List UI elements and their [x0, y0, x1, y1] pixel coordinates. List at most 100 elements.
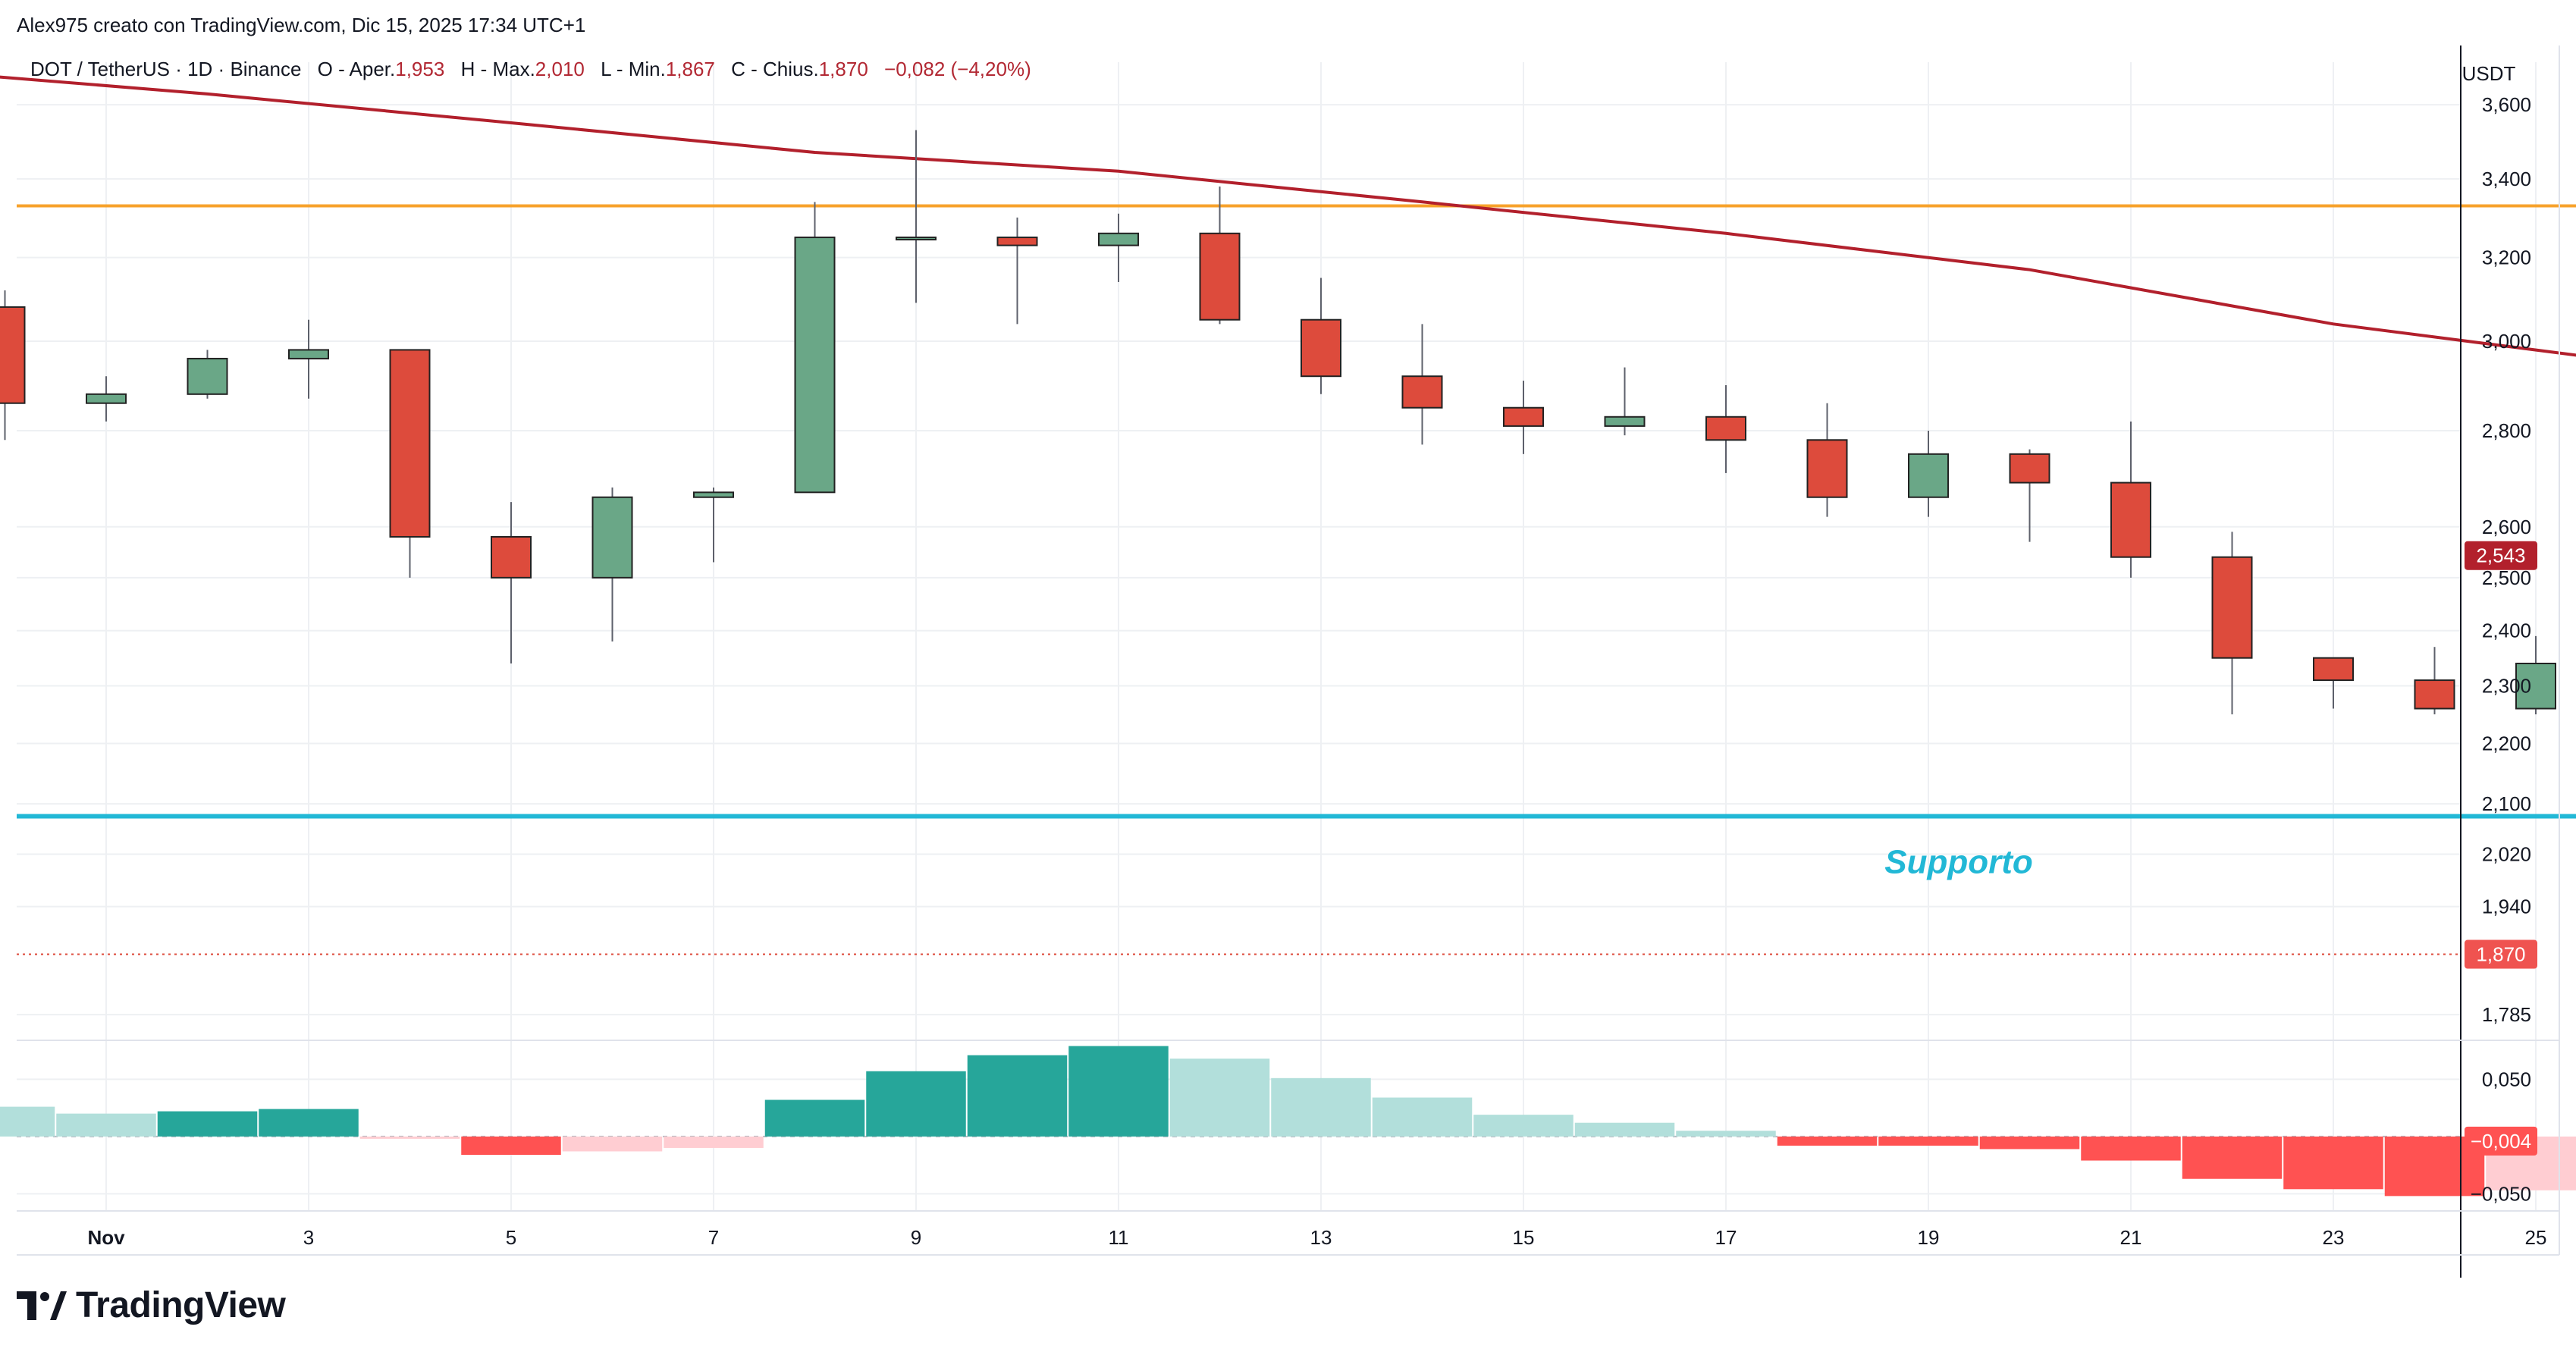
candle-body	[1604, 416, 1646, 427]
x-tick-label: 21	[2120, 1226, 2142, 1249]
grid-layer	[17, 62, 2537, 1211]
candle-body	[2009, 453, 2050, 484]
y-tick-label: 2,200	[2482, 732, 2531, 755]
candle-body	[1098, 232, 1139, 246]
candle-body	[996, 237, 1038, 246]
x-tick-label: 15	[1513, 1226, 1535, 1249]
histogram-bar	[1169, 1059, 1270, 1137]
symbol-legend: DOT / TetherUS · 1D · Binance O - Aper.1…	[30, 58, 1031, 81]
legend-open-value: 1,953	[395, 58, 445, 80]
candle-body	[1503, 406, 1544, 427]
candle-body	[1301, 318, 1341, 378]
histogram-bar	[259, 1109, 359, 1137]
y-tick-label: 2,800	[2482, 419, 2531, 442]
x-tick-label: 9	[911, 1226, 921, 1249]
candle-body	[1401, 375, 1443, 409]
histogram-bar	[562, 1136, 663, 1152]
osc-value-tag-bg	[2465, 1126, 2537, 1156]
y-tick-label: 2,600	[2482, 516, 2531, 538]
candle-body	[2515, 663, 2556, 710]
legend-close-label: C - Chius.	[731, 58, 819, 80]
y-tick-label: 3,200	[2482, 246, 2531, 269]
candle-body	[491, 535, 532, 579]
osc-y-tick-label: −0,050	[2471, 1182, 2531, 1205]
histogram-bar	[664, 1136, 764, 1148]
histogram-bar	[2081, 1136, 2181, 1161]
legend-open-label: O - Aper.	[317, 58, 396, 80]
y-tick-label: 3,600	[2482, 93, 2531, 116]
histogram-bar	[1068, 1046, 1169, 1137]
candle-body	[187, 357, 228, 395]
x-tick-label: 3	[303, 1226, 314, 1249]
legend-change: −0,082 (−4,20%)	[884, 58, 1031, 80]
y-tick-label: 2,300	[2482, 674, 2531, 697]
candle-body	[1199, 232, 1241, 321]
osc-value-tag: −0,004	[2471, 1130, 2531, 1153]
last-price-tag: 1,870	[2476, 943, 2525, 966]
y-tick-label: 3,000	[2482, 330, 2531, 353]
y-tick-label: 2,400	[2482, 619, 2531, 642]
x-tick-label: 11	[1109, 1226, 1129, 1249]
histogram-bar	[1372, 1097, 1473, 1137]
tradingview-logo-icon	[17, 1291, 67, 1320]
tradingview-logo[interactable]: TradingView	[17, 1284, 286, 1326]
legend-low-label: L - Min.	[601, 58, 666, 80]
candle-body	[1705, 416, 1746, 441]
x-tick-label: 13	[1310, 1226, 1332, 1249]
levels-layer: 61,80%Supporto50,00%	[17, 204, 2576, 955]
histogram-bar	[0, 1106, 55, 1137]
histogram-bar	[461, 1136, 561, 1155]
legend-low-value: 1,867	[665, 58, 715, 80]
histogram-bar	[1271, 1077, 1371, 1137]
legend-high-value: 2,010	[535, 58, 585, 80]
histogram-bar	[1676, 1131, 1776, 1137]
y-tick-label: 2,100	[2482, 792, 2531, 815]
axis-unit-label: USDT	[2462, 62, 2516, 85]
candle-body	[288, 349, 329, 359]
candle-body	[896, 237, 937, 241]
histogram-bar	[1777, 1136, 1878, 1146]
candle-body	[1908, 453, 1949, 498]
histogram-bar	[1473, 1115, 1574, 1137]
candle-body	[0, 306, 26, 404]
histogram-bar	[2283, 1136, 2383, 1190]
histogram-bar	[157, 1111, 258, 1137]
legend-high-label: H - Max.	[460, 58, 535, 80]
y-tick-label: 1,785	[2482, 1003, 2531, 1026]
ma-layer	[0, 75, 2576, 357]
y-tick-label: 3,400	[2482, 168, 2531, 190]
legend-symbol[interactable]: DOT / TetherUS · 1D · Binance	[30, 58, 302, 80]
x-tick-label: 23	[2323, 1226, 2345, 1249]
y-tick-label: 2,020	[2482, 843, 2531, 866]
x-tick-label: 25	[2525, 1226, 2547, 1249]
axes-layer: Nov357911131517192123252729Dic3579111315…	[17, 45, 2560, 1278]
x-tick-label: 19	[1918, 1226, 1940, 1249]
histogram-bar	[866, 1071, 966, 1137]
ma-price-tag-bg	[2465, 541, 2537, 570]
candle-body	[2313, 657, 2354, 682]
candle-body	[1806, 439, 1848, 498]
histogram-bar	[1878, 1136, 1978, 1146]
candle-body	[2414, 679, 2455, 710]
histogram-bar	[1574, 1122, 1675, 1137]
histogram-bar	[2182, 1136, 2283, 1179]
x-tick-label: 7	[708, 1226, 719, 1249]
candle-body	[591, 496, 633, 579]
y-tick-label: 1,940	[2482, 895, 2531, 918]
candle-body	[86, 393, 127, 404]
y-tick-label: 2,500	[2482, 566, 2531, 589]
histogram-bar	[764, 1099, 865, 1137]
histogram-layer	[0, 1046, 2576, 1197]
support-label: Supporto	[1884, 843, 2033, 880]
candle-body	[2211, 556, 2253, 659]
histogram-bar	[1979, 1136, 2080, 1150]
legend-close-value: 1,870	[818, 58, 868, 80]
credit-line: Alex975 creato con TradingView.com, Dic …	[17, 14, 586, 36]
last-price-tag-bg	[2465, 939, 2537, 969]
ma-price-tag: 2,543	[2476, 544, 2525, 567]
osc-y-tick-label: 0,050	[2482, 1068, 2531, 1090]
candle-body	[794, 237, 836, 494]
histogram-bar	[967, 1055, 1068, 1137]
x-tick-label: 5	[506, 1226, 516, 1249]
